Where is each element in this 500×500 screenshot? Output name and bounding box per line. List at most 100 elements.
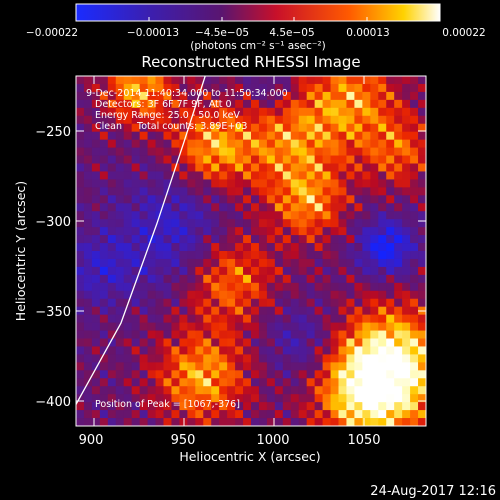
heatmap-cell bbox=[83, 410, 93, 419]
heatmap-cell bbox=[99, 346, 109, 355]
heatmap-cell bbox=[83, 306, 93, 316]
heatmap-cell bbox=[147, 115, 156, 125]
heatmap-cell bbox=[306, 243, 316, 252]
heatmap-cell bbox=[187, 76, 196, 85]
heatmap-cell bbox=[195, 290, 204, 300]
heatmap-cell bbox=[251, 354, 260, 363]
heatmap-cell bbox=[410, 258, 419, 268]
heatmap-cell bbox=[235, 83, 244, 93]
heatmap-cell bbox=[107, 131, 117, 141]
heatmap-cell bbox=[346, 346, 355, 355]
heatmap-cell bbox=[76, 378, 85, 387]
heatmap-cell bbox=[298, 243, 308, 252]
heatmap-cell bbox=[266, 402, 276, 411]
heatmap-cell bbox=[394, 219, 403, 228]
heatmap-cell bbox=[147, 155, 156, 164]
heatmap-cell bbox=[418, 378, 426, 387]
heatmap-cell bbox=[314, 386, 323, 395]
heatmap-cell bbox=[187, 227, 196, 236]
heatmap-cell bbox=[123, 99, 133, 109]
heatmap-cell bbox=[243, 290, 252, 300]
heatmap-cell bbox=[155, 258, 164, 268]
heatmap-cell bbox=[338, 290, 347, 300]
heatmap-cell bbox=[338, 346, 347, 355]
heatmap-cell bbox=[91, 123, 101, 133]
heatmap-cell bbox=[282, 330, 292, 339]
heatmap-cell bbox=[290, 243, 300, 252]
heatmap-cell bbox=[76, 107, 85, 117]
heatmap-cell bbox=[410, 306, 419, 316]
heatmap-cell bbox=[235, 402, 244, 411]
heatmap-cell bbox=[163, 370, 172, 379]
heatmap-cell bbox=[394, 298, 403, 308]
heatmap-cell bbox=[290, 203, 300, 212]
heatmap-cell bbox=[91, 99, 101, 109]
heatmap-cell bbox=[258, 123, 268, 133]
heatmap-cell bbox=[338, 330, 347, 339]
x-tick-label: 1000 bbox=[256, 433, 289, 448]
heatmap-cell bbox=[418, 274, 426, 284]
heatmap-cell bbox=[171, 322, 180, 331]
heatmap-cell bbox=[227, 219, 236, 228]
heatmap-cell bbox=[123, 346, 133, 355]
heatmap-cell bbox=[306, 306, 316, 316]
heatmap-cell bbox=[147, 362, 156, 371]
heatmap-cell bbox=[346, 418, 355, 426]
heatmap-cell bbox=[386, 76, 395, 85]
heatmap-cell bbox=[163, 298, 172, 308]
heatmap-cell bbox=[274, 123, 284, 133]
heatmap-cell bbox=[115, 123, 125, 133]
heatmap-cell bbox=[195, 282, 204, 292]
heatmap-cell bbox=[251, 378, 260, 387]
heatmap-cell bbox=[410, 171, 419, 180]
heatmap-cell bbox=[187, 370, 196, 379]
heatmap-cell bbox=[314, 402, 323, 411]
heatmap-cell bbox=[155, 219, 164, 228]
heatmap-cell bbox=[346, 155, 355, 164]
heatmap-cell bbox=[266, 203, 276, 212]
heatmap-cell bbox=[306, 219, 316, 228]
heatmap-cell bbox=[274, 203, 284, 212]
heatmap-cell bbox=[107, 83, 117, 93]
heatmap-cell bbox=[386, 298, 395, 308]
heatmap-cell bbox=[155, 203, 164, 212]
heatmap-cell bbox=[187, 131, 196, 141]
heatmap-cell bbox=[131, 370, 141, 379]
heatmap-cell bbox=[298, 227, 308, 236]
heatmap-cell bbox=[131, 155, 141, 164]
heatmap-cell bbox=[378, 211, 387, 220]
heatmap-cell bbox=[282, 274, 292, 284]
heatmap-cell bbox=[354, 243, 363, 252]
heatmap-cell bbox=[338, 243, 347, 252]
heatmap-cell bbox=[179, 274, 188, 284]
heatmap-cell bbox=[123, 131, 133, 141]
heatmap-cell bbox=[378, 235, 387, 244]
heatmap-cell bbox=[386, 91, 395, 101]
heatmap-cell bbox=[298, 179, 308, 188]
heatmap-cell bbox=[76, 76, 85, 85]
heatmap-cell bbox=[99, 330, 109, 339]
heatmap-cell bbox=[394, 370, 403, 379]
heatmap-cell bbox=[123, 290, 133, 300]
heatmap-cell bbox=[274, 418, 284, 426]
heatmap-cell bbox=[131, 243, 141, 252]
heatmap-cell bbox=[227, 314, 236, 323]
heatmap-cell bbox=[386, 258, 395, 268]
heatmap-cell bbox=[306, 227, 316, 236]
heatmap-cell bbox=[83, 290, 93, 300]
heatmap-cell bbox=[243, 394, 252, 403]
heatmap-cell bbox=[386, 195, 395, 204]
heatmap-cell bbox=[370, 179, 379, 188]
heatmap-cell bbox=[155, 266, 164, 276]
heatmap-cell bbox=[346, 83, 355, 93]
heatmap-cell bbox=[155, 131, 164, 141]
heatmap-cell bbox=[219, 251, 228, 260]
heatmap-cell bbox=[139, 211, 148, 220]
heatmap-cell bbox=[298, 76, 308, 85]
heatmap-cell bbox=[195, 179, 204, 188]
heatmap-cell bbox=[99, 235, 109, 244]
heatmap-cell bbox=[306, 258, 316, 268]
heatmap-cell bbox=[354, 211, 363, 220]
heatmap-cell bbox=[91, 338, 101, 347]
heatmap-cell bbox=[370, 163, 379, 172]
